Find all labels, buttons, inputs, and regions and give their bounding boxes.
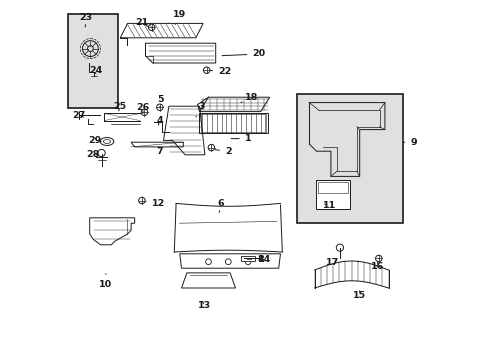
Text: 15: 15: [352, 291, 366, 300]
Text: 26: 26: [136, 104, 149, 113]
Text: 3: 3: [196, 102, 204, 117]
Text: 1: 1: [231, 134, 251, 143]
Text: 18: 18: [241, 93, 258, 103]
Text: 19: 19: [173, 10, 186, 24]
Text: 29: 29: [88, 136, 102, 145]
Bar: [317, 182, 347, 193]
Text: 4: 4: [156, 116, 163, 125]
Bar: [201, 114, 265, 132]
Bar: [315, 180, 349, 209]
Text: 2: 2: [214, 147, 231, 156]
Text: 13: 13: [198, 301, 211, 310]
Text: 9: 9: [403, 138, 416, 147]
Text: 10: 10: [99, 274, 112, 289]
Text: 25: 25: [114, 102, 126, 111]
Bar: [68, 14, 118, 108]
Text: 21: 21: [135, 18, 148, 27]
Text: 23: 23: [79, 13, 92, 27]
Text: 12: 12: [145, 199, 164, 208]
Text: 11: 11: [322, 201, 335, 210]
Text: 17: 17: [325, 258, 339, 267]
Text: 27: 27: [72, 111, 85, 120]
Text: 28: 28: [86, 150, 100, 159]
Text: 6: 6: [217, 199, 224, 212]
Text: 5: 5: [158, 94, 164, 108]
Text: 14: 14: [257, 255, 270, 264]
Text: 20: 20: [222, 49, 265, 58]
Bar: [296, 94, 402, 223]
Text: 22: 22: [211, 68, 231, 77]
Text: 16: 16: [370, 262, 384, 271]
Text: 24: 24: [89, 66, 102, 75]
Bar: [241, 256, 255, 261]
Text: 8: 8: [247, 255, 264, 264]
Text: 7: 7: [156, 147, 163, 156]
